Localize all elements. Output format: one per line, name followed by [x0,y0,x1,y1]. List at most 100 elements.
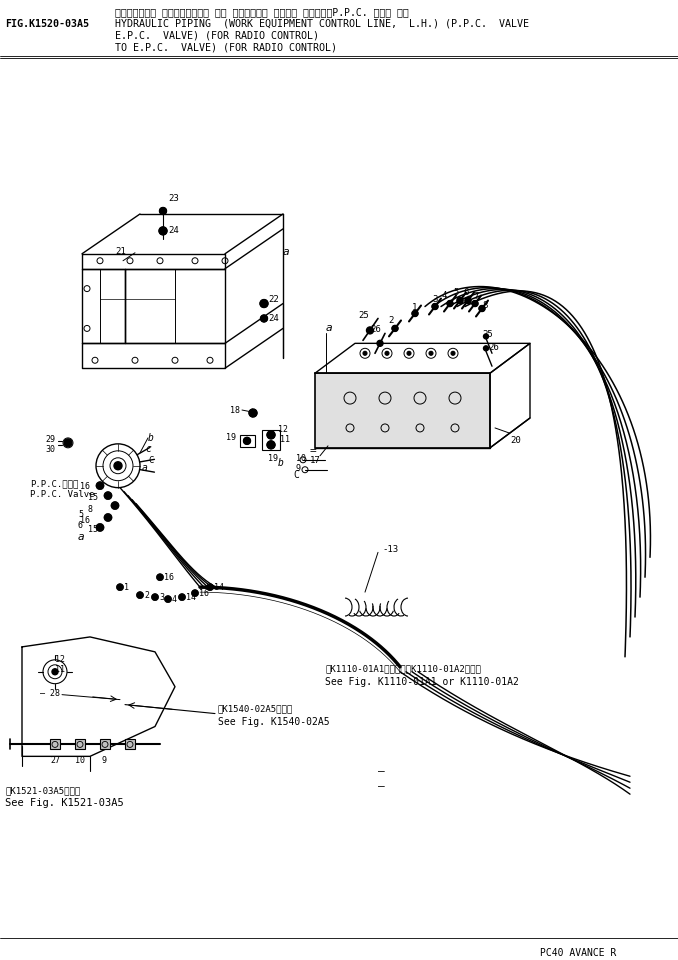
Circle shape [152,594,158,600]
Circle shape [157,574,163,580]
Circle shape [117,585,123,590]
Text: PC40 AVANCE R: PC40 AVANCE R [540,948,616,958]
Text: 24: 24 [168,226,179,235]
Circle shape [260,315,268,322]
Circle shape [159,227,167,235]
Circle shape [111,502,119,509]
Bar [125,739,135,750]
Circle shape [260,300,268,307]
Text: 29: 29 [45,435,55,444]
Circle shape [432,303,438,309]
Text: =: = [310,445,317,456]
Text: b: b [148,433,154,443]
Text: a: a [78,533,85,542]
Circle shape [165,596,171,602]
Text: 5: 5 [453,288,458,297]
Text: –: – [378,766,384,777]
Text: 14: 14 [186,593,196,602]
Text: 11: 11 [280,435,290,444]
Text: 12: 12 [55,655,65,664]
Text: 10: 10 [75,756,85,765]
Circle shape [269,443,273,446]
Text: ハイドロリック パイピング（サゲ ヨキ コントロール ライン， ヒダリ）（P.P.C. バルブ から: ハイドロリック パイピング（サゲ ヨキ コントロール ライン， ヒダリ）（P.P… [115,7,409,17]
Text: HYDRAULIC PIPING  (WORK EQUIPMENT CONTROL LINE,  L.H.) (P.P.C.  VALVE: HYDRAULIC PIPING (WORK EQUIPMENT CONTROL… [115,19,529,29]
Circle shape [479,305,485,311]
Text: c: c [145,444,151,454]
Text: 16: 16 [199,589,209,598]
Text: P.P.C. Valve: P.P.C. Valve [30,490,94,498]
Bar [100,739,110,750]
Text: 25: 25 [358,310,369,320]
Text: 27: 27 [50,756,60,765]
Circle shape [447,300,453,306]
Circle shape [407,351,411,355]
Text: 1: 1 [412,302,418,312]
Circle shape [457,298,463,303]
Circle shape [104,492,111,499]
Circle shape [96,482,104,490]
Text: 24: 24 [268,315,279,324]
Text: 26: 26 [488,344,499,352]
Text: ― 28: ― 28 [40,688,60,698]
Text: 8: 8 [88,505,93,514]
Text: 第K1540-02A5図参照: 第K1540-02A5図参照 [218,705,294,713]
Text: 8: 8 [482,300,487,309]
Text: 5: 5 [78,510,83,518]
Text: 2: 2 [144,591,149,600]
Text: 15: 15 [88,492,98,502]
Circle shape [137,592,143,598]
Circle shape [114,462,122,469]
Circle shape [104,514,111,521]
Text: 25: 25 [482,330,493,340]
Text: See Fig. K1110-01A1 or K1110-01A2: See Fig. K1110-01A1 or K1110-01A2 [325,677,519,686]
Text: 1: 1 [124,583,129,592]
Text: 6: 6 [78,521,83,531]
Circle shape [243,438,250,444]
Text: 17: 17 [310,456,321,465]
Circle shape [385,351,389,355]
Text: 7: 7 [473,292,479,300]
Circle shape [483,334,489,339]
Text: 10: 10 [296,454,306,463]
Text: 26: 26 [370,325,381,334]
Circle shape [367,327,374,334]
Text: –: – [378,781,384,791]
Text: 3: 3 [432,295,437,303]
Circle shape [412,310,418,317]
Text: 22: 22 [268,295,279,303]
Text: FIG.K1520-03A5: FIG.K1520-03A5 [5,19,89,29]
Text: 15: 15 [88,525,98,535]
Text: 3: 3 [159,593,164,602]
Text: C: C [293,469,299,480]
Bar [75,739,85,750]
Text: 9: 9 [102,756,107,765]
Text: a: a [326,324,333,333]
Bar [50,739,60,750]
Circle shape [159,207,167,214]
Text: C: C [148,456,153,465]
Text: E.P.C.  VALVE) (FOR RADIO CONTROL): E.P.C. VALVE) (FOR RADIO CONTROL) [115,31,319,41]
Bar [315,373,490,447]
Circle shape [363,351,367,355]
Circle shape [267,441,275,449]
Circle shape [377,341,383,347]
Text: 19: 19 [268,454,278,463]
Text: a: a [283,247,290,257]
Text: 14: 14 [214,583,224,592]
Text: 16: 16 [80,482,90,491]
Text: 21: 21 [115,247,125,255]
Text: 12: 12 [278,425,288,434]
Circle shape [465,298,471,303]
Bar [240,435,255,446]
Text: 4: 4 [442,291,447,300]
Circle shape [249,409,257,417]
Circle shape [64,439,72,446]
Circle shape [179,594,185,600]
Circle shape [392,325,398,331]
Circle shape [429,351,433,355]
Text: b: b [278,458,284,468]
Text: a: a [142,463,148,472]
Bar [262,430,280,450]
Text: See Fig. K1521-03A5: See Fig. K1521-03A5 [5,798,124,808]
Circle shape [267,431,275,439]
